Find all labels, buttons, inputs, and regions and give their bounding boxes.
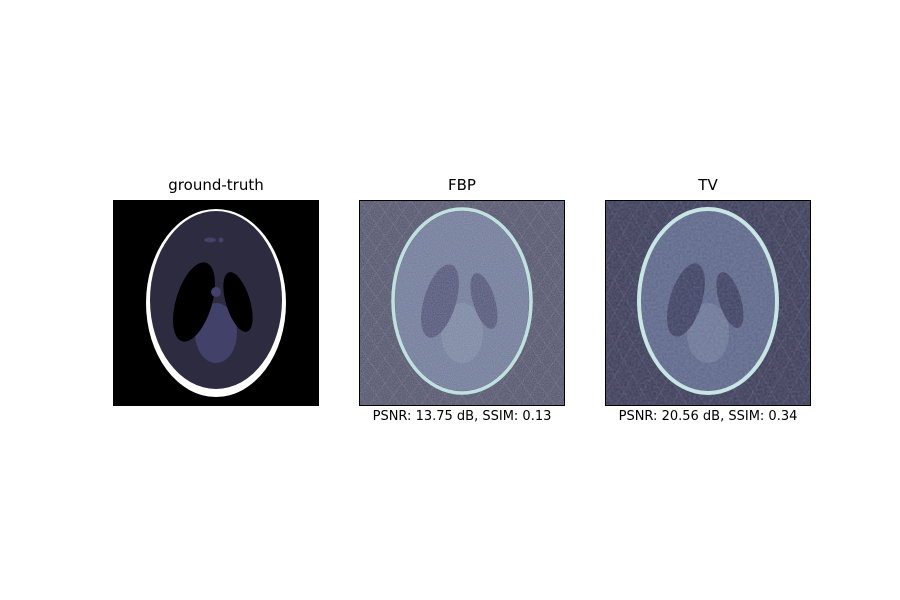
fbp-image: [359, 200, 565, 406]
panel-caption: PSNR: 20.56 dB, SSIM: 0.34: [618, 409, 798, 424]
panel-title: FBP: [448, 176, 476, 194]
panel-ground-truth: ground-truth: [113, 0, 319, 600]
panel-title: TV: [698, 176, 718, 194]
panel-fbp: FBP PSNR: 13.75 dB, SSIM: 0.13: [359, 0, 565, 600]
panel-tv: TV PSNR: 20.56 dB, SSIM: 0.34: [605, 0, 811, 600]
tv-image: [605, 200, 811, 406]
panel-title: ground-truth: [168, 176, 264, 194]
ground-truth-image: [113, 200, 319, 406]
panel-caption: PSNR: 13.75 dB, SSIM: 0.13: [372, 409, 552, 424]
